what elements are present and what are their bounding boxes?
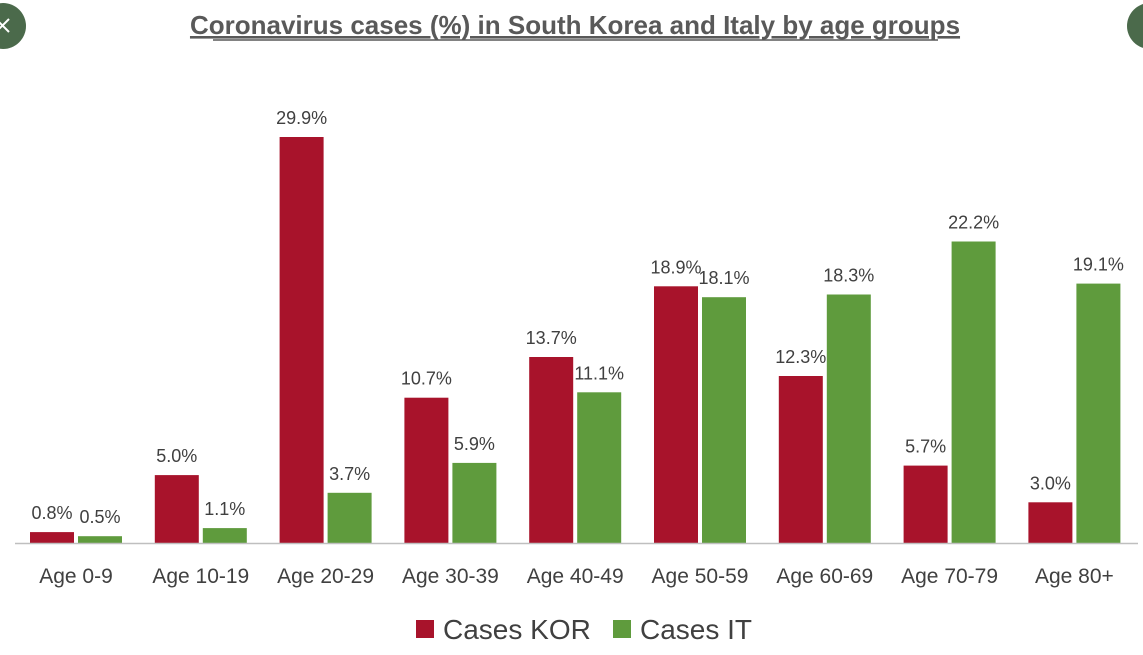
data-label: 18.9% xyxy=(650,257,701,277)
data-label: 18.1% xyxy=(698,268,749,288)
x-tick-label: Age 80+ xyxy=(1035,565,1114,588)
x-tick-label: Age 70-79 xyxy=(901,565,998,588)
bar-kor-8 xyxy=(1028,502,1073,543)
bar-kor-2 xyxy=(279,137,324,543)
data-label: 0.8% xyxy=(31,503,72,523)
x-tick-label: Age 20-29 xyxy=(277,565,374,588)
data-label: 3.0% xyxy=(1030,473,1071,493)
bar-it-3 xyxy=(452,462,497,543)
data-label: 22.2% xyxy=(948,213,999,233)
bars-layer xyxy=(30,137,1121,543)
bar-kor-4 xyxy=(529,357,574,543)
bar-it-5 xyxy=(702,297,746,543)
data-label: 12.3% xyxy=(775,347,826,367)
bar-it-4 xyxy=(577,392,622,543)
x-tick-label: Age 60-69 xyxy=(776,565,873,588)
chart-title: Coronavirus cases (%) in South Korea and… xyxy=(190,10,960,40)
bar-kor-0 xyxy=(30,532,74,543)
bar-it-8 xyxy=(1076,283,1121,543)
bar-kor-1 xyxy=(154,475,199,543)
data-label: 13.7% xyxy=(526,328,577,348)
data-labels-layer: 0.8% 0.5% 5.0% 1.1% 29.9% 3.7% 10.7% 5.9% 13.7% 1… xyxy=(31,108,1123,527)
bar-kor-5 xyxy=(654,286,698,543)
data-label: 0.5% xyxy=(79,507,120,527)
legend-swatch-it xyxy=(613,620,631,638)
data-label: 5.7% xyxy=(905,437,946,457)
corner-circle-button[interactable] xyxy=(1127,3,1143,49)
legend-label-it: Cases IT xyxy=(640,614,752,645)
close-button[interactable] xyxy=(0,3,26,49)
data-label: 11.1% xyxy=(574,363,624,383)
x-tick-label: Age 10-19 xyxy=(152,565,249,588)
x-tick-label: Age 40-49 xyxy=(527,565,624,588)
bar-it-1 xyxy=(202,528,247,543)
data-label: 1.1% xyxy=(204,499,245,519)
data-label: 3.7% xyxy=(329,464,370,484)
legend-swatch-kor xyxy=(416,620,434,638)
bar-kor-6 xyxy=(778,376,823,543)
data-label: 5.0% xyxy=(156,446,197,466)
legend: Cases KOR Cases IT xyxy=(416,614,752,645)
data-label: 29.9% xyxy=(276,108,327,128)
x-tick-label: Age 0-9 xyxy=(39,565,113,588)
x-tick-labels: Age 0-9 Age 10-19 Age 20-29 Age 30-39 Age 40… xyxy=(39,565,1114,588)
data-label: 10.7% xyxy=(401,369,452,389)
bar-it-7 xyxy=(951,241,996,543)
data-label: 5.9% xyxy=(454,434,495,454)
x-tick-label: Age 30-39 xyxy=(402,565,499,588)
close-icon xyxy=(0,18,10,33)
bar-kor-3 xyxy=(404,397,449,543)
bar-kor-7 xyxy=(903,465,948,543)
data-label: 19.1% xyxy=(1073,255,1124,275)
bar-it-0 xyxy=(78,536,122,543)
legend-label-kor: Cases KOR xyxy=(443,614,591,645)
data-label: 18.3% xyxy=(823,266,874,286)
bar-it-2 xyxy=(327,492,372,543)
x-tick-label: Age 50-59 xyxy=(652,565,749,588)
bar-it-6 xyxy=(826,294,871,543)
